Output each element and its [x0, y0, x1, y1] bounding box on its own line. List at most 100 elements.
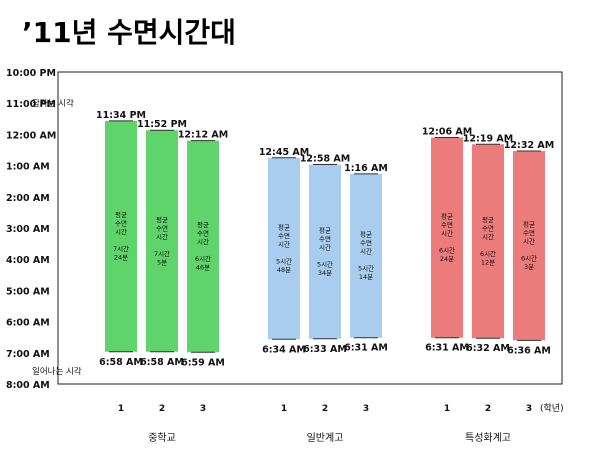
avg-sleep-caption: 수면 [482, 224, 494, 233]
y-tick-label: 2:00 AM [6, 193, 50, 204]
avg-sleep-caption: 시간 [482, 232, 494, 241]
avg-sleep-caption: 평균 [441, 211, 453, 220]
duration-label: 6시간 [439, 245, 455, 254]
wake-time-label: 6:32 AM [466, 343, 510, 354]
duration-label: 14분 [359, 273, 373, 281]
avg-sleep-caption: 평균 [156, 215, 168, 224]
bar [187, 140, 219, 353]
avg-sleep-caption: 평균 [523, 219, 535, 228]
duration-label: 3분 [524, 263, 534, 271]
avg-sleep-caption: 평균 [482, 215, 494, 224]
bar [309, 164, 341, 339]
avg-sleep-caption: 수면 [523, 228, 535, 237]
y-tick-label: 3:00 AM [6, 224, 50, 235]
bar [513, 151, 545, 341]
duration-label: 12분 [481, 259, 495, 267]
wake-time-label: 6:59 AM [181, 357, 225, 368]
school-group-label: 특성화계고 [465, 432, 511, 444]
sleep-annotation: 잠자는 시각 [32, 98, 74, 109]
avg-sleep-caption: 수면 [360, 238, 372, 247]
grade-tick-label: 2 [485, 404, 491, 414]
avg-sleep-caption: 수면 [319, 234, 331, 243]
y-tick-label: 12:00 AM [6, 130, 56, 141]
bar [146, 130, 178, 352]
avg-sleep-caption: 평균 [278, 222, 290, 231]
duration-label: 6시간 [521, 253, 537, 262]
duration-label: 5시간 [358, 264, 374, 273]
x-unit-label: (학년) [540, 403, 564, 414]
duration-label: 48분 [277, 266, 291, 274]
wake-annotation: 일어나는 시각 [32, 366, 82, 377]
sleep-time-label: 12:19 AM [463, 133, 513, 144]
duration-label: 5분 [157, 258, 167, 266]
wake-time-label: 6:31 AM [425, 343, 469, 354]
duration-label: 24분 [440, 255, 454, 263]
sleep-time-label: 11:34 PM [96, 110, 146, 121]
bar [268, 157, 300, 340]
wake-time-label: 6:58 AM [99, 357, 143, 368]
y-tick-label: 10:00 PM [6, 68, 56, 79]
grade-tick-label: 1 [444, 404, 450, 414]
avg-sleep-caption: 시간 [523, 236, 535, 245]
sleep-time-label: 12:06 AM [422, 127, 472, 138]
school-group-label: 일반계고 [307, 432, 344, 444]
sleep-time-label: 11:52 PM [137, 119, 187, 130]
avg-sleep-caption: 평균 [319, 225, 331, 234]
avg-sleep-caption: 수면 [197, 229, 209, 238]
duration-label: 7시간 [154, 249, 170, 258]
grade-tick-label: 3 [200, 404, 206, 414]
avg-sleep-caption: 수면 [278, 231, 290, 240]
duration-label: 7시간 [113, 244, 129, 253]
grade-tick-label: 1 [281, 404, 287, 414]
bar [431, 137, 463, 338]
duration-label: 24분 [114, 254, 128, 262]
chart-title: ’11년 수면시간대 [22, 16, 236, 49]
avg-sleep-caption: 시간 [197, 237, 209, 246]
y-tick-label: 5:00 AM [6, 286, 50, 297]
y-axis: 10:00 PM 11:00 PM 12:00 AM 1:00 AM 2:00 AM 3:… [6, 68, 56, 391]
avg-sleep-caption: 수면 [441, 220, 453, 229]
duration-label: 46분 [196, 264, 210, 272]
wake-time-label: 6:31 AM [344, 343, 388, 354]
avg-sleep-caption: 시간 [115, 227, 127, 236]
avg-sleep-caption: 평균 [197, 220, 209, 229]
avg-sleep-caption: 시간 [441, 228, 453, 237]
bar [472, 144, 504, 339]
sleep-time-label: 12:32 AM [504, 140, 554, 151]
bar [105, 120, 137, 352]
avg-sleep-caption: 수면 [115, 219, 127, 228]
duration-label: 6시간 [480, 249, 496, 258]
grade-tick-label: 3 [526, 404, 532, 414]
sleep-time-label: 12:12 AM [178, 130, 228, 141]
avg-sleep-caption: 시간 [278, 239, 290, 248]
y-tick-label: 1:00 AM [6, 162, 50, 173]
y-tick-label: 8:00 AM [6, 380, 50, 391]
avg-sleep-caption: 평균 [360, 230, 372, 239]
y-tick-label: 11:00 PM [6, 99, 56, 110]
avg-sleep-caption: 수면 [156, 223, 168, 232]
grade-tick-label: 2 [322, 404, 328, 414]
sleep-time-label: 1:16 AM [344, 163, 388, 174]
grade-tick-label: 1 [118, 404, 124, 414]
wake-time-label: 6:33 AM [303, 344, 347, 355]
avg-sleep-caption: 시간 [156, 232, 168, 241]
wake-time-label: 6:36 AM [507, 345, 551, 356]
duration-label: 5시간 [317, 259, 333, 268]
sleep-time-label: 12:58 AM [300, 154, 350, 165]
duration-label: 6시간 [195, 254, 211, 263]
bar [350, 173, 382, 338]
duration-label: 5시간 [276, 256, 292, 265]
y-tick-label: 7:00 AM [6, 349, 50, 360]
avg-sleep-caption: 평균 [115, 210, 127, 219]
x-axis: 1 2 3 중학교 1 2 3 일반계고 1 2 3 특성화계고 [118, 404, 532, 444]
avg-sleep-caption: 시간 [360, 247, 372, 256]
sleep-time-label: 12:45 AM [259, 147, 309, 158]
y-tick-label: 6:00 AM [6, 318, 50, 329]
school-group-label: 중학교 [148, 432, 176, 444]
duration-label: 34분 [318, 269, 332, 277]
grade-tick-label: 2 [159, 404, 165, 414]
grade-tick-label: 3 [363, 404, 369, 414]
y-tick-label: 4:00 AM [6, 255, 50, 266]
